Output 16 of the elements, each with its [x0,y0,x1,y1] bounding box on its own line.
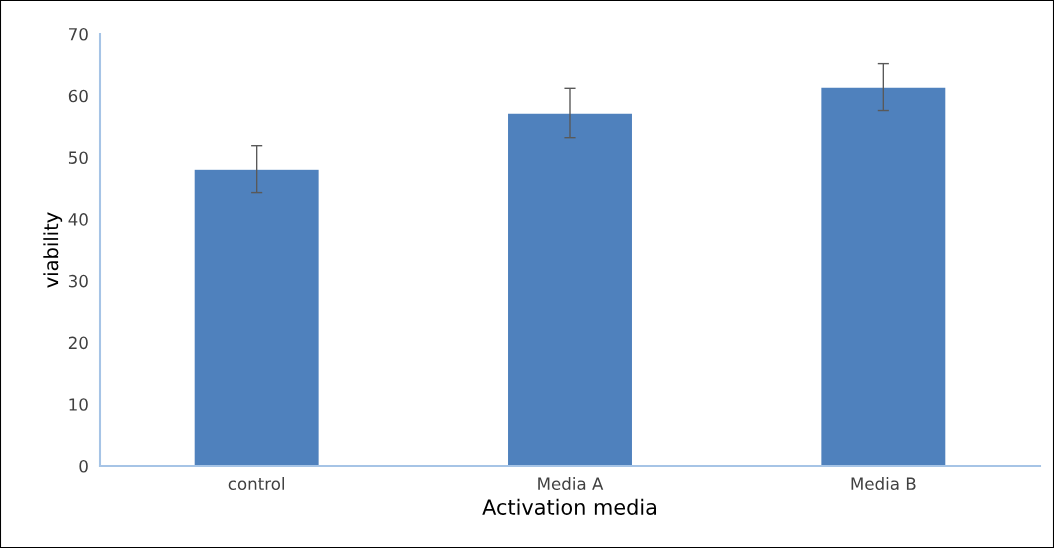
y-tick-label: 50 [68,151,88,164]
bar [819,86,947,466]
y-tick-label: 60 [68,89,88,103]
y-tick-label: 10 [69,398,88,411]
x-tick-label: control [228,477,284,491]
bar [193,168,321,466]
bar [506,112,634,466]
x-tick-label: Media A [538,477,604,491]
y-tick-label: 20 [68,336,88,350]
x-axis-title: Activation media [482,498,657,515]
y-tick-label: 30 [68,274,88,288]
y-tick-label: 0 [79,459,88,473]
x-tick-label: Media B [851,477,916,491]
y-tick-label: 40 [68,213,88,226]
y-tick-label: 70 [69,27,88,41]
y-axis-title: viability [43,212,63,288]
